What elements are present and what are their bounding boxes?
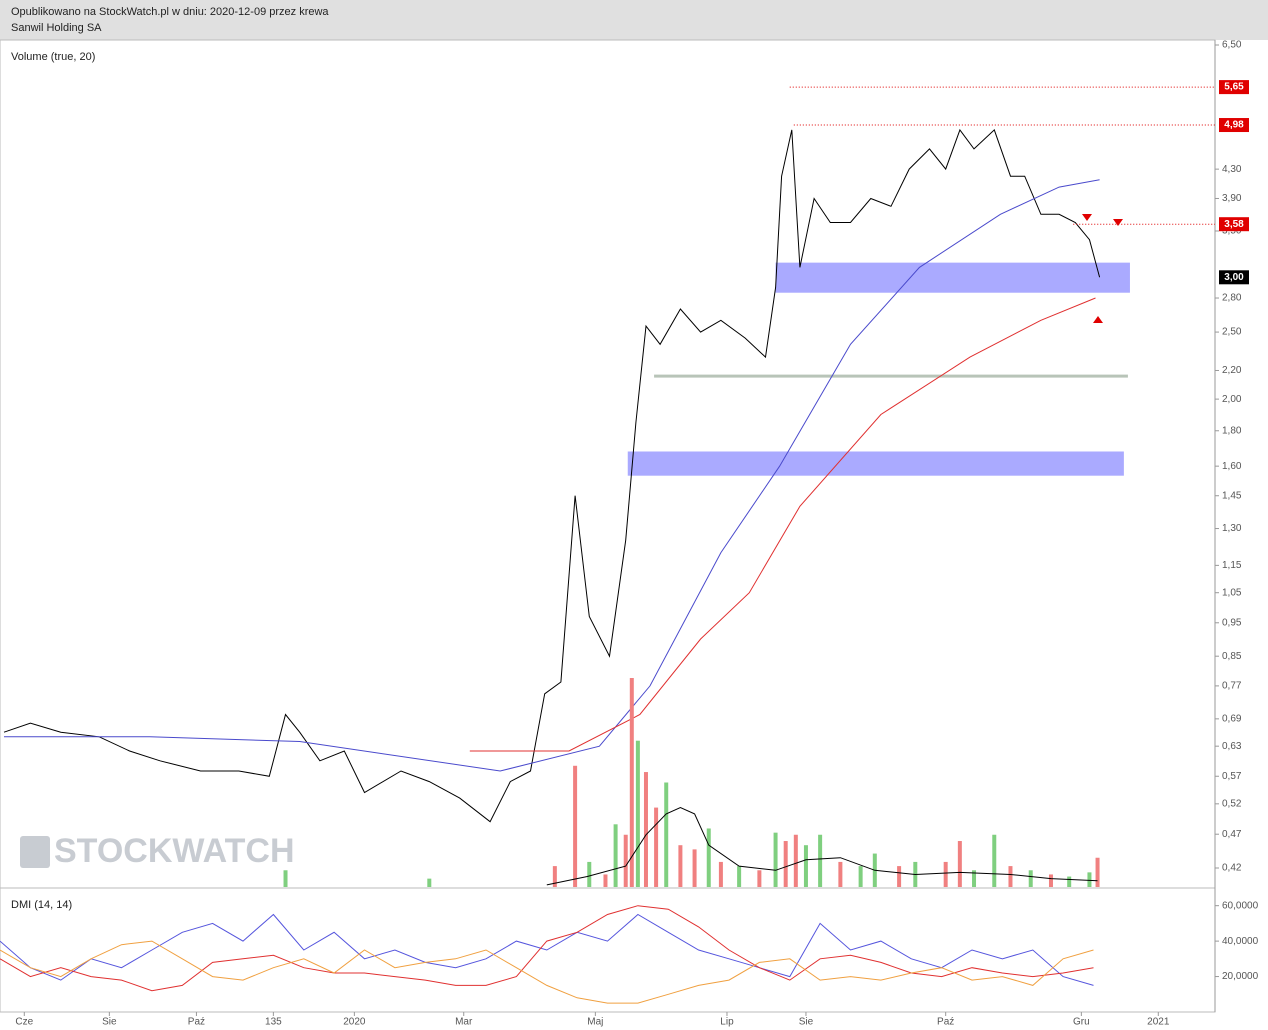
x-tick-label: Sie [799,1017,814,1028]
price-tag [1219,80,1249,95]
logo-text: STOCKWATCH [54,832,295,870]
x-tick-label: Paź [188,1017,205,1028]
price-tag-label: 5,65 [1224,82,1244,93]
y-tick-label: 2,20 [1222,365,1242,376]
volume-bar [1087,872,1092,887]
volume-bar [803,845,808,887]
x-tick-label: Lip [720,1017,734,1028]
y-tick-label: 6,50 [1222,40,1242,51]
volume-bar [678,845,683,887]
volume-bar [1067,876,1072,887]
y-tick-label: 2,00 [1222,394,1242,405]
volume-bar [692,849,697,887]
price-tag [1219,270,1249,285]
volume-bar [992,834,997,887]
volume-bar [943,861,948,887]
volume-bar [427,878,432,887]
y-tick-label: 1,05 [1222,587,1242,598]
y-tick-label: 0,47 [1222,829,1242,840]
y-tick-label: 0,77 [1222,681,1242,692]
y-tick-label: 1,15 [1222,560,1242,571]
price-tag-label: 3,58 [1224,219,1244,230]
zone [775,262,1130,293]
volume-bar [957,841,962,887]
line [469,297,1096,752]
volume-bar [793,834,798,887]
y-tick-label: 0,42 [1222,863,1242,874]
x-tick-label: 135 [265,1017,282,1028]
y-tick-label: 60,0000 [1222,900,1259,911]
zone [654,374,1128,378]
x-tick-label: Sie [102,1017,117,1028]
y-tick-label: 1,45 [1222,490,1242,501]
y-tick-label: 40,0000 [1222,936,1259,947]
volume-bar [818,834,823,887]
volume-bar [858,866,863,887]
volume-bar [1028,870,1033,887]
logo: STOCKWATCH [20,832,295,870]
x-tick-label: Paź [937,1017,954,1028]
volume-bar [783,841,788,887]
x-tick-label: 2021 [1147,1017,1170,1028]
zone [627,451,1124,476]
volume-bar [972,870,977,887]
volume-bar [737,866,742,887]
volume-bar [897,866,902,887]
volume-bar [664,782,669,887]
x-tick-label: Cze [15,1017,33,1028]
y-tick-label: 1,80 [1222,425,1242,436]
y-tick-label: 1,30 [1222,523,1242,534]
panel-title: DMI (14, 14) [11,899,72,911]
volume-bar [718,861,723,887]
volume-bar [773,832,778,887]
y-tick-label: 20,0000 [1222,971,1259,982]
y-tick-label: 4,30 [1222,164,1242,175]
volume-bar [1008,866,1013,887]
volume-bar [613,824,618,887]
header-line: Opublikowano na StockWatch.pl w dniu: 20… [11,6,329,18]
price-tag [1219,118,1249,133]
y-tick-label: 0,52 [1222,798,1242,809]
volume-bar [283,870,288,887]
volume-bar [654,807,659,887]
volume-bar [635,740,640,887]
line [3,128,1101,823]
price-tag-label: 3,00 [1224,272,1244,283]
y-tick-label: 0,63 [1222,741,1242,752]
x-tick-label: Mar [455,1017,473,1028]
header-line: Sanwil Holding SA [11,22,102,34]
x-tick-label: Maj [587,1017,603,1028]
volume-bar [573,765,578,887]
line [0,913,1094,986]
volume-bar [623,834,628,887]
volume-bar [1095,857,1100,887]
volume-bar [629,678,634,887]
volume-bar [552,866,557,887]
y-tick-label: 0,95 [1222,617,1242,628]
x-tick-label: Gru [1073,1017,1090,1028]
y-tick-label: 2,80 [1222,293,1242,304]
header-bar [0,0,1268,40]
x-tick-label: 2020 [343,1017,366,1028]
y-tick-label: 0,85 [1222,651,1242,662]
panel-title: Volume (true, 20) [11,51,95,63]
y-tick-label: 0,57 [1222,771,1242,782]
y-tick-label: 1,60 [1222,461,1242,472]
volume-bar [587,861,592,887]
y-tick-label: 2,50 [1222,327,1242,338]
volume-bar [1048,874,1053,887]
price-tag-label: 4,98 [1224,120,1244,131]
line [4,179,1100,772]
volume-bar [838,861,843,887]
volume-bar [643,772,648,887]
line [546,807,1098,886]
volume-bar [757,870,762,887]
line [0,940,1094,1004]
price-tag [1219,217,1249,232]
volume-bar [706,828,711,887]
volume-bar [603,874,608,887]
y-tick-label: 3,90 [1222,193,1242,204]
y-tick-label: 0,69 [1222,713,1242,724]
